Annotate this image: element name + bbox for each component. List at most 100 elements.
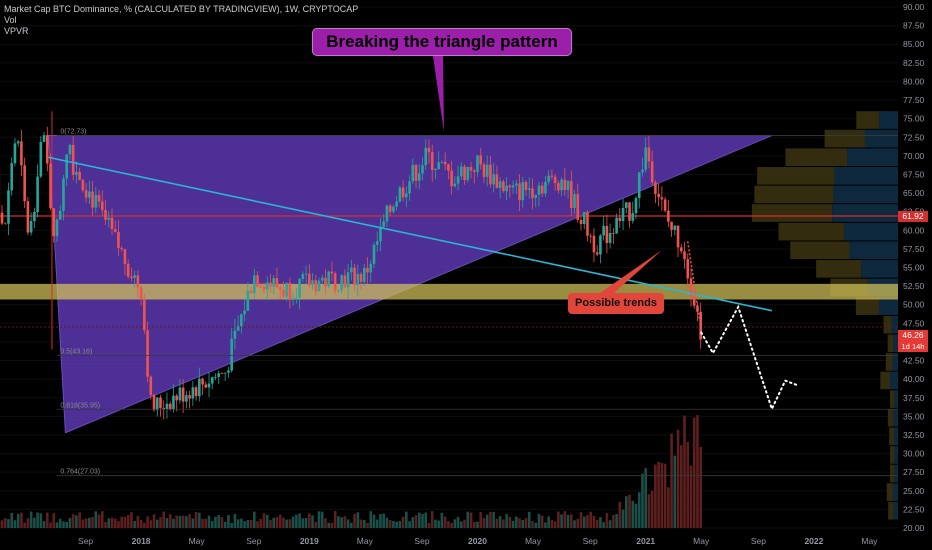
x-tick-label: May <box>693 536 710 546</box>
volume-bar <box>605 513 609 528</box>
volume-bar <box>401 516 405 528</box>
candle-body <box>117 232 120 249</box>
candle-body <box>217 373 221 377</box>
vpvr-bar-down <box>892 353 898 371</box>
volume-bar <box>466 511 470 528</box>
volume-bar <box>181 515 185 528</box>
volume-bar <box>84 518 88 528</box>
candle-body <box>521 181 525 201</box>
y-tick-label: 40.00 <box>903 374 925 384</box>
candle-body <box>686 259 690 279</box>
volume-bar <box>595 519 599 528</box>
volume-bar <box>320 511 324 528</box>
volume-bar <box>13 520 17 528</box>
candle-body <box>443 161 447 165</box>
candle-body <box>375 241 379 245</box>
x-tick-label: Sep <box>246 536 261 546</box>
candle-body <box>26 201 30 233</box>
candle-body <box>421 165 424 174</box>
candle-body <box>3 223 7 225</box>
volume-bar <box>110 517 114 528</box>
volume-bar <box>521 519 525 528</box>
volume-bar <box>188 514 191 528</box>
volume-bar <box>39 513 43 528</box>
volume-bar <box>130 512 133 528</box>
candle-body <box>256 275 259 287</box>
volume-bar <box>288 519 292 528</box>
volume-bar <box>618 501 622 528</box>
price-tag-level: 61.92 <box>898 211 928 222</box>
indicator-vpvr-label[interactable]: VPVR <box>4 26 29 36</box>
volume-bar <box>175 515 178 528</box>
candle-body <box>447 164 450 171</box>
candle-body <box>285 282 288 297</box>
candle-body <box>434 168 437 171</box>
volume-bar <box>443 516 447 528</box>
volume-bar <box>586 515 589 528</box>
candle-body <box>207 383 211 388</box>
volume-bar <box>272 517 276 528</box>
candle-body <box>644 147 647 170</box>
y-tick-label: 87.50 <box>903 21 925 31</box>
volume-bar <box>437 520 440 528</box>
callout-breaking-triangle: Breaking the triangle pattern <box>312 28 572 56</box>
volume-bar <box>333 511 337 528</box>
candle-body <box>382 221 385 227</box>
x-tick-label: May <box>357 536 374 546</box>
candle-body <box>162 407 166 410</box>
candle-body <box>262 286 266 290</box>
volume-bar <box>240 518 243 528</box>
candle-body <box>398 187 402 202</box>
vpvr-bar-down <box>844 222 898 241</box>
volume-bar <box>350 522 353 528</box>
candle-body <box>152 394 156 411</box>
fib-level-label: 0(72.73) <box>60 129 86 136</box>
y-tick-label: 57.50 <box>903 244 925 254</box>
price-axis[interactable]: 90.00 87.50 85.00 82.50 80.00 77.50 75.00 72.50… <box>903 2 925 533</box>
candle-body <box>139 287 143 300</box>
volume-bar <box>168 514 172 528</box>
y-tick-label: 50.00 <box>903 300 925 310</box>
vpvr-bar-up <box>887 408 894 427</box>
volume-bar <box>624 496 628 528</box>
y-tick-label: 25.00 <box>903 486 925 496</box>
vpvr-bar-down <box>893 334 898 353</box>
volume-bar <box>631 500 635 528</box>
volume-bar <box>55 522 59 528</box>
candle-body <box>49 163 52 209</box>
candle-body <box>654 182 657 194</box>
vpvr-bar-down <box>890 371 898 390</box>
candle-body <box>23 165 26 202</box>
volume-bar <box>285 519 288 528</box>
vpvr-bar-down <box>892 483 898 501</box>
x-tick-label: Sep <box>414 536 429 546</box>
volume-bar <box>411 517 415 528</box>
candle-body <box>515 183 518 186</box>
volume-bar <box>42 521 46 528</box>
candle-body <box>359 273 363 282</box>
volume-bar <box>126 515 130 528</box>
volume-bar <box>253 511 256 528</box>
volume-bar <box>220 517 224 528</box>
candle-body <box>366 267 369 273</box>
volume-bar <box>230 522 233 528</box>
volume-bar <box>495 518 499 528</box>
candle-body <box>411 164 415 182</box>
indicator-vol-label[interactable]: Vol <box>4 15 17 25</box>
candle-body <box>194 387 198 397</box>
candle-body <box>343 275 347 288</box>
volume-bar <box>553 521 557 528</box>
candle-body <box>492 174 495 185</box>
volume-bar <box>91 517 94 528</box>
volume-bar <box>65 521 69 528</box>
candle-body <box>291 298 295 301</box>
volume-bar <box>162 511 166 528</box>
vpvr-bar-down <box>879 111 898 129</box>
candle-body <box>233 330 237 339</box>
candle-body <box>269 282 272 287</box>
x-tick-label: 2018 <box>132 536 151 546</box>
time-axis[interactable]: Sep 2018 May Sep 2019 May Sep 2020 May Sep 2021 May… <box>78 536 878 546</box>
volume-bar <box>88 517 91 528</box>
candle-body <box>508 185 512 188</box>
